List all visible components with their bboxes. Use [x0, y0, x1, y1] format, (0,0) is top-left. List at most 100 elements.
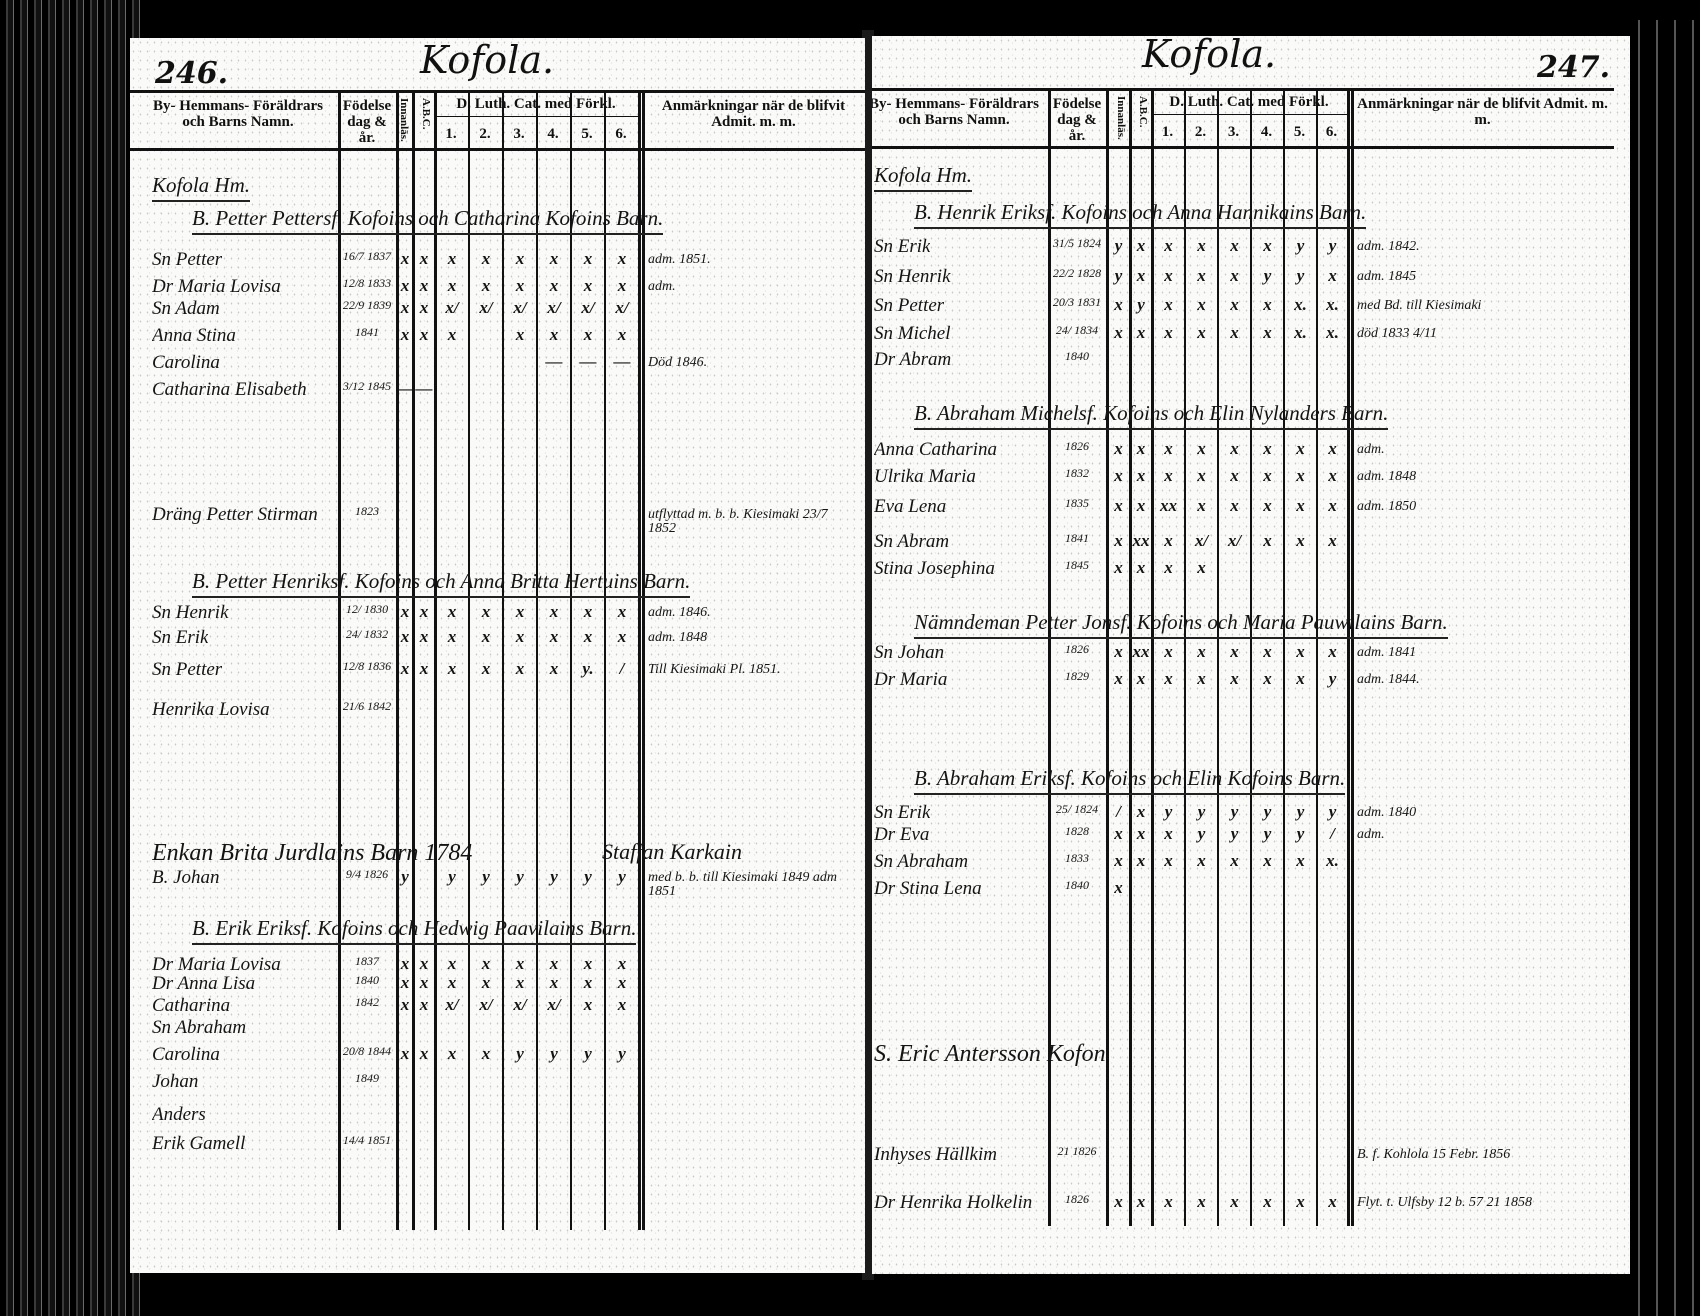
reading-mark: x — [419, 249, 429, 268]
reading-mark: x — [481, 973, 491, 992]
person-name: B. Petter Henriksf. Kofoins och Anna Bri… — [192, 569, 691, 598]
reading-mark: x — [1114, 824, 1123, 843]
reading-mark: x — [1263, 295, 1272, 314]
person-name: Catharina Elisabeth — [152, 379, 307, 400]
birth-date: 1849 — [355, 1071, 379, 1085]
reading-mark: x — [400, 298, 410, 317]
reading-mark: xx — [1132, 642, 1150, 661]
reading-mark: x — [1114, 669, 1123, 688]
reading-mark: x — [481, 249, 491, 268]
header-remarks: Anmärkningar när de blifvit Admit. m. m. — [1357, 96, 1608, 128]
register-row: Stina Josephina 1845 x x x x — [872, 558, 1614, 584]
person-name: Sn Henrik — [152, 602, 229, 623]
register-row: Sn Petter 12/8 1836 x x x x x x y. / Till Kiesimak… — [130, 659, 865, 685]
register-row: Catharina Elisabeth 3/12 1845 — — — [130, 379, 865, 405]
person-name: Sn Erik — [874, 236, 931, 257]
reading-mark: x — [583, 973, 593, 992]
person-name: B. Johan — [152, 867, 220, 888]
reading-mark: x — [515, 954, 525, 973]
reading-mark: x — [447, 325, 457, 344]
reading-mark: x — [549, 954, 559, 973]
reading-mark: x — [617, 249, 627, 268]
remark: adm. — [648, 279, 676, 294]
reading-mark: x — [617, 973, 627, 992]
reading-mark: x — [1136, 851, 1146, 870]
scan-edge-right — [1630, 20, 1700, 1316]
reading-mark: x — [1136, 824, 1146, 843]
register-row: Erik Gamell 14/4 1851 — [130, 1133, 865, 1159]
person-name: Enkan Brita Jurdlains Barn 1784 — [152, 840, 473, 866]
reading-mark: x — [1230, 851, 1239, 870]
person-name: Stina Josephina — [874, 558, 995, 579]
free-note: S. Eric Antersson Kofon — [872, 1041, 1614, 1067]
reading-mark: y — [1263, 802, 1272, 821]
person-name: Sn Michel — [874, 323, 951, 344]
reading-mark: x — [1197, 642, 1206, 661]
register-row: Sn Abram 1841 x xx x x/x/x x x — [872, 531, 1614, 557]
reading-mark: xx — [1132, 531, 1150, 550]
reading-mark: x — [1263, 531, 1272, 550]
person-name: Dr Stina Lena — [874, 878, 982, 899]
reading-mark: x — [1114, 496, 1123, 515]
reading-mark: x — [1114, 558, 1123, 577]
reading-mark: x — [583, 627, 593, 646]
header-abc: A.B.C. — [1137, 96, 1149, 128]
reading-mark: x — [1263, 1192, 1272, 1211]
reading-mark: y — [1114, 266, 1123, 285]
birth-date: 22/2 1828 — [1052, 266, 1102, 280]
birth-date: 3/12 1845 — [342, 379, 392, 393]
reading-mark: y — [1230, 824, 1239, 843]
person-name: Kofola Hm. — [874, 163, 973, 192]
birth-date: 12/8 1833 — [342, 276, 392, 290]
reading-mark: x — [1197, 851, 1206, 870]
reading-mark: x — [1136, 236, 1146, 255]
reading-mark: y — [550, 1044, 558, 1063]
reading-mark: — — [545, 352, 563, 371]
birth-date: 1837 — [355, 954, 379, 968]
register-row: Dr Maria 1829 x x x x x x x y adm. 1844. — [872, 669, 1614, 695]
remark: Staffan Karkain — [602, 839, 742, 864]
reading-mark: x — [1230, 1192, 1239, 1211]
column-rule — [1316, 88, 1318, 1226]
header-birth: Födelse dag & år. — [342, 98, 392, 146]
reading-mark: y — [1137, 295, 1145, 314]
reading-mark: x — [419, 325, 429, 344]
register-row: Sn Henrik 12/ 1830 x x x x x x x x adm. 1846. — [130, 602, 865, 628]
birth-date: 1842 — [355, 995, 379, 1009]
header-cat-col: 1. — [1161, 124, 1174, 140]
column-rule — [604, 90, 606, 1230]
reading-mark: y — [1263, 824, 1272, 843]
person-name: B. Henrik Eriksf. Kofoins och Anna Hanni… — [914, 200, 1367, 229]
register-row: Anders — [130, 1104, 865, 1130]
remark: död 1833 4/11 — [1357, 326, 1437, 341]
reading-mark: x — [1136, 802, 1146, 821]
reading-mark: x — [1114, 531, 1123, 550]
household-heading: Nämndeman Petter Jonsf. Kofoins och Mari… — [872, 610, 1614, 639]
person-name: Sn Petter — [152, 249, 223, 270]
reading-mark: x — [1164, 295, 1173, 314]
birth-date: 20/3 1831 — [1052, 295, 1102, 309]
register-row: Sn Petter 16/7 1837 x x x x x x x x adm. 1851. — [130, 249, 865, 275]
person-name: Dr Maria — [874, 669, 948, 690]
header-remarks: Anmärkningar när de blifvit Admit. m. m. — [661, 98, 846, 130]
column-rule — [1283, 88, 1285, 1226]
column-rule — [396, 90, 399, 1230]
reading-mark: x/ — [445, 298, 459, 317]
reading-mark: x — [1263, 642, 1272, 661]
remark: adm. 1841 — [1357, 645, 1417, 660]
household-heading: Kofola Hm. — [130, 173, 865, 202]
reading-mark: x — [419, 1044, 429, 1063]
birth-date: 1833 — [1065, 851, 1089, 865]
reading-mark: x — [1328, 642, 1337, 661]
header-reading: Innanläs. — [1115, 96, 1127, 140]
reading-mark: x/ — [479, 995, 493, 1014]
column-rule — [570, 90, 572, 1230]
reading-mark: x — [447, 627, 457, 646]
reading-mark: x — [549, 602, 559, 621]
reading-mark: x — [481, 602, 491, 621]
register-row: Dräng Petter Stirman 1823 utflyttad m. b. … — [130, 504, 865, 536]
remark: B. f. Kohlola 15 Febr. 1856 — [1357, 1147, 1511, 1162]
reading-mark: x — [1197, 295, 1206, 314]
left-page: 246. Kofola. By- Hemmans- Föräldrars och B… — [130, 38, 865, 1273]
reading-mark: x — [583, 276, 593, 295]
